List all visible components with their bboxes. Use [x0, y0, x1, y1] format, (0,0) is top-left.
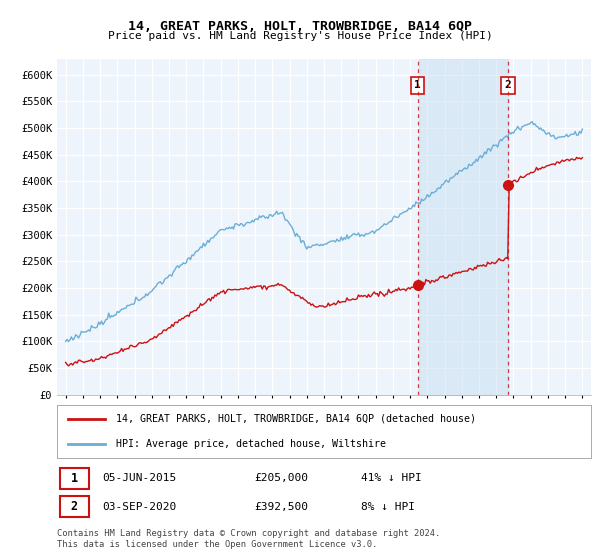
Text: HPI: Average price, detached house, Wiltshire: HPI: Average price, detached house, Wilt… [116, 439, 386, 449]
Text: 2: 2 [505, 81, 511, 91]
Text: 41% ↓ HPI: 41% ↓ HPI [361, 473, 422, 483]
Text: 2: 2 [71, 500, 78, 513]
Text: £392,500: £392,500 [254, 502, 308, 512]
Text: 8% ↓ HPI: 8% ↓ HPI [361, 502, 415, 512]
FancyBboxPatch shape [59, 496, 89, 517]
Text: 1: 1 [414, 81, 421, 91]
Text: Contains HM Land Registry data © Crown copyright and database right 2024.
This d: Contains HM Land Registry data © Crown c… [57, 529, 440, 549]
Text: 14, GREAT PARKS, HOLT, TROWBRIDGE, BA14 6QP (detached house): 14, GREAT PARKS, HOLT, TROWBRIDGE, BA14 … [116, 414, 476, 424]
Text: £205,000: £205,000 [254, 473, 308, 483]
Text: 05-JUN-2015: 05-JUN-2015 [103, 473, 176, 483]
FancyBboxPatch shape [59, 468, 89, 489]
Text: Price paid vs. HM Land Registry's House Price Index (HPI): Price paid vs. HM Land Registry's House … [107, 31, 493, 41]
Text: 14, GREAT PARKS, HOLT, TROWBRIDGE, BA14 6QP: 14, GREAT PARKS, HOLT, TROWBRIDGE, BA14 … [128, 20, 472, 32]
Text: 1: 1 [71, 472, 78, 485]
Text: 03-SEP-2020: 03-SEP-2020 [103, 502, 176, 512]
